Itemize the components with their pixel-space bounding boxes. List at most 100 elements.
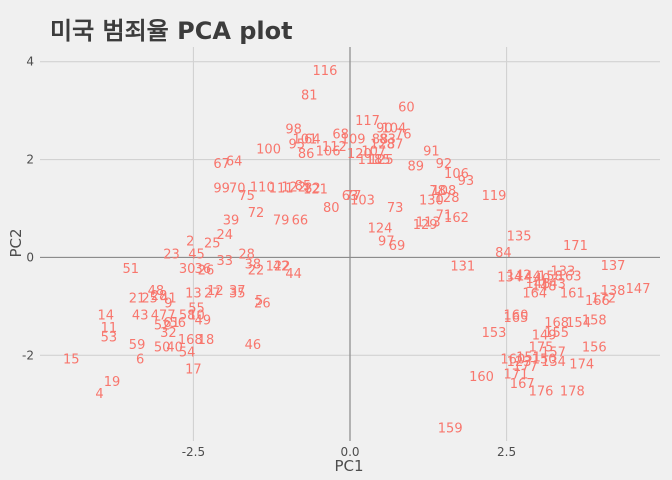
point-label: 97 [378, 234, 395, 249]
point-label: 115 [366, 153, 391, 168]
point-label: 157 [541, 345, 566, 360]
point-label: 146 [525, 277, 550, 292]
point-label: 125 [369, 153, 394, 168]
point-label: 134 [541, 355, 566, 370]
point-label: 49 [195, 314, 212, 329]
point-label: 153 [482, 326, 507, 341]
point-label: 131 [450, 260, 475, 275]
point-label: 123 [507, 355, 532, 370]
point-label: 171 [563, 239, 588, 254]
point-label: 172 [591, 292, 616, 307]
point-label: 26 [198, 264, 215, 279]
point-label: 124 [368, 222, 393, 237]
point-label: 40 [166, 341, 183, 356]
point-label: 38 [245, 257, 262, 272]
point-label: 35 [229, 287, 246, 302]
point-label: 148 [532, 279, 557, 294]
point-label: 83 [379, 132, 396, 147]
point-label: 121 [303, 182, 328, 197]
point-label: 90 [376, 122, 393, 137]
point-label: 19 [104, 375, 121, 390]
point-label: 113 [416, 216, 441, 231]
point-label: 13 [185, 287, 202, 302]
point-label: 168 [544, 316, 569, 331]
point-label: 120 [347, 147, 372, 162]
x-tick-label: 2.5 [497, 445, 516, 459]
point-label: 18 [198, 333, 215, 348]
point-label: 122 [281, 180, 306, 195]
point-label: 151 [516, 350, 541, 365]
point-label: 91 [423, 145, 440, 160]
y-axis-ticks: -2 0 2 4 [22, 55, 34, 363]
point-label: 5 [255, 294, 263, 309]
y-tick-label: 4 [26, 55, 34, 69]
point-label: 39 [223, 213, 240, 228]
point-label: 51 [123, 262, 140, 277]
point-label: 86 [298, 147, 315, 162]
point-label: 78 [429, 184, 446, 199]
point-label: 134 [497, 271, 522, 286]
point-label: 82 [304, 181, 321, 196]
point-label: 116 [313, 64, 338, 79]
y-tick-label: -2 [22, 348, 34, 362]
point-label: 45 [188, 248, 205, 263]
point-label: 159 [438, 421, 463, 436]
point-label: 166 [585, 294, 610, 309]
point-label: 53 [101, 331, 118, 346]
point-label: 118 [358, 153, 383, 168]
point-label: 22 [248, 264, 265, 279]
point-label: 59 [129, 338, 146, 353]
point-label: 104 [381, 122, 406, 137]
point-label: 160 [500, 353, 525, 368]
point-label: 130 [419, 194, 444, 209]
point-label: 154 [566, 316, 591, 331]
point-label: 81 [301, 88, 318, 103]
point-label: 23 [163, 248, 180, 263]
point-label: 156 [582, 341, 607, 356]
point-label: 71 [436, 208, 453, 223]
point-label: 111 [269, 181, 294, 196]
point-label: 92 [436, 157, 453, 172]
point-label: 9 [164, 296, 172, 311]
point-label: 160 [469, 370, 494, 385]
point-label: 89 [407, 159, 424, 174]
point-label: 107 [361, 145, 386, 160]
point-label: 64 [304, 132, 321, 147]
point-label: 15 [63, 353, 80, 368]
point-label: 119 [482, 189, 507, 204]
point-label: 21 [129, 292, 146, 307]
point-label: 68 [332, 128, 349, 143]
point-label: 27 [204, 287, 221, 302]
point-label: 165 [504, 311, 529, 326]
point-label: 42 [273, 260, 290, 275]
point-label: 73 [387, 201, 404, 216]
point-label: 176 [529, 385, 554, 400]
point-label: 47 [151, 309, 168, 324]
point-label: 171 [504, 367, 529, 382]
point-label: 167 [510, 377, 535, 392]
point-label: 70 [229, 181, 246, 196]
point-label: 106 [316, 145, 341, 160]
point-label: 66 [292, 213, 309, 228]
point-label: 79 [273, 213, 290, 228]
point-label: 84 [495, 246, 512, 261]
point-label: 149 [532, 328, 557, 343]
point-label: 112 [322, 140, 347, 155]
point-label: 142 [507, 269, 532, 284]
point-label: 158 [538, 270, 563, 285]
point-label: 17 [185, 363, 202, 378]
point-label: 75 [238, 189, 255, 204]
point-label: 60 [398, 101, 415, 116]
y-axis-title: PC2 [7, 228, 25, 257]
point-label: 95 [288, 137, 305, 152]
point-label: 93 [458, 174, 475, 189]
point-label: 106 [444, 167, 469, 182]
reference-lines [40, 47, 660, 441]
point-label: 85 [295, 179, 312, 194]
point-label: 175 [529, 341, 554, 356]
point-label: 108 [432, 184, 457, 199]
point-label: 25 [141, 292, 158, 307]
point-label: 48 [148, 284, 165, 299]
point-label: 163 [557, 270, 582, 285]
